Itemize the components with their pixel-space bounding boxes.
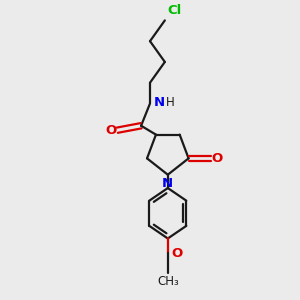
Text: O: O	[171, 247, 183, 260]
Text: O: O	[105, 124, 116, 137]
Text: O: O	[212, 152, 223, 165]
Text: N: N	[162, 177, 173, 190]
Text: H: H	[166, 95, 175, 109]
Text: CH₃: CH₃	[157, 275, 179, 288]
Text: N: N	[154, 95, 165, 109]
Text: Cl: Cl	[167, 4, 182, 17]
